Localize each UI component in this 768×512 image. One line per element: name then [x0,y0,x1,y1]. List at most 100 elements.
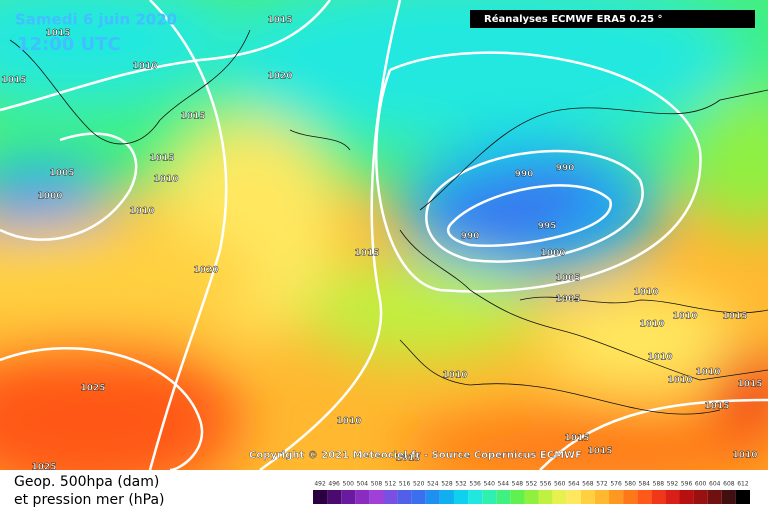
scale-label: 576 [610,481,622,488]
scale-swatch [510,490,525,504]
scale-label: 536 [469,481,481,488]
scale-swatch [665,490,680,504]
source-label: Réanalyses ECMWF ERA5 0.25 ° [484,13,663,25]
isobar-label: 1015 [395,454,420,464]
isobar-label: 1015 [354,249,379,259]
scale-label: 512 [385,481,397,488]
scale-label: 520 [413,481,425,488]
scale-label: 552 [526,481,538,488]
scale-swatch [707,490,722,504]
scale-swatch [580,490,595,504]
isobar-label: 990 [515,170,534,180]
scale-swatch [594,490,610,504]
isobar-label: 1005 [555,274,580,284]
isobar-label: 1015 [737,380,762,390]
scale-swatch [693,490,708,504]
isobar-label: 1015 [267,16,292,26]
map-date: Samedi 6 juin 2020 [15,11,177,29]
scale-swatch [496,490,511,504]
isobar-label: 1010 [336,417,361,427]
isobar-label: 1010 [647,353,672,363]
scale-label: 496 [328,481,340,488]
scale-swatch [355,490,370,504]
scale-swatch [411,490,426,504]
scale-swatch [439,490,454,504]
scale-swatch [637,490,652,504]
isobar-label: 1015 [1,76,26,86]
scale-label: 560 [554,481,566,488]
isobar-label: 1010 [442,371,467,381]
map-time: 12:00 UTC [17,34,121,55]
scale-label: 604 [709,481,721,488]
scale-swatch [383,490,398,504]
isobar-label: 1020 [193,266,218,276]
scale-swatch [735,490,750,504]
isobar-label: 1015 [180,112,205,122]
isobar-label: 1015 [704,402,729,412]
isobar-label: 1005 [555,295,580,305]
color-scale: 492 496 500 504 508 512 516 520 524 528 532 536 540 5… [313,481,750,504]
scale-label: 524 [427,481,439,488]
isobar-labels: 1015 1015 1010 1015 1020 1015 1015 1010 1005 1000… [1,15,762,473]
isobar-label: 1015 [722,312,747,322]
scale-label: 568 [582,481,594,488]
scale-swatch [651,490,666,504]
scale-swatch [369,490,384,504]
scale-swatch [425,490,440,504]
isobar-label: 1015 [149,154,174,164]
scale-swatch [482,490,497,504]
isobar-label: 1015 [564,434,589,444]
isobar-label: 990 [461,232,480,242]
scale-label: 612 [737,481,749,488]
scale-label: 516 [399,481,411,488]
scale-label: 588 [653,481,665,488]
scale-label: 608 [723,481,735,488]
isobar-label: 1010 [153,175,178,185]
scale-swatch [609,490,624,504]
scale-label: 580 [624,481,636,488]
scale-label: 540 [483,481,495,488]
scale-swatch [453,490,469,504]
scale-swatch [538,490,553,504]
scale-label: 548 [512,481,524,488]
scale-label: 528 [441,481,453,488]
isobar-label: 1000 [540,249,565,259]
isobar-label: 1010 [667,376,692,386]
scale-swatch [679,490,694,504]
isobar-label: 1010 [639,320,664,330]
legend-subtitle: et pression mer (hPa) [14,492,165,508]
scale-label: 532 [455,481,467,488]
scale-swatch [313,490,328,504]
isobar-label: 1005 [49,169,74,179]
scale-swatch [468,490,483,504]
scale-label: 592 [667,481,679,488]
isobar-label: 1025 [31,463,56,473]
isobar-label: 1025 [80,384,105,394]
isobar-label: 1010 [132,62,157,72]
isobar-label: 1010 [732,451,757,461]
isobar-label: 995 [538,222,557,232]
scale-swatch [566,490,581,504]
isobar-label: 990 [556,164,575,174]
scale-swatch [721,490,736,504]
scale-label: 508 [371,481,383,488]
scale-label: 492 [314,481,326,488]
isobar-label: 1010 [633,288,658,298]
source-box [470,10,755,28]
isobar-label: 1015 [45,29,70,39]
scale-swatch [524,490,539,504]
scale-swatch [623,490,638,504]
legend-title: Geop. 500hpa (dam) [14,474,159,490]
isobar-label: 1010 [129,207,154,217]
scale-swatch [397,490,412,504]
copyright: Copyright © 2021 Meteociel.fr - Source C… [249,450,582,461]
isobar-label: 1015 [587,447,612,457]
isobar-label: 1020 [267,72,292,82]
scale-label: 504 [357,481,369,488]
scale-label: 544 [498,481,510,488]
scale-label: 556 [540,481,552,488]
scale-label: 500 [343,481,355,488]
scale-swatch [552,490,567,504]
map: 1015 1015 1010 1015 1020 1015 1015 1010 1005 1000… [0,0,768,473]
